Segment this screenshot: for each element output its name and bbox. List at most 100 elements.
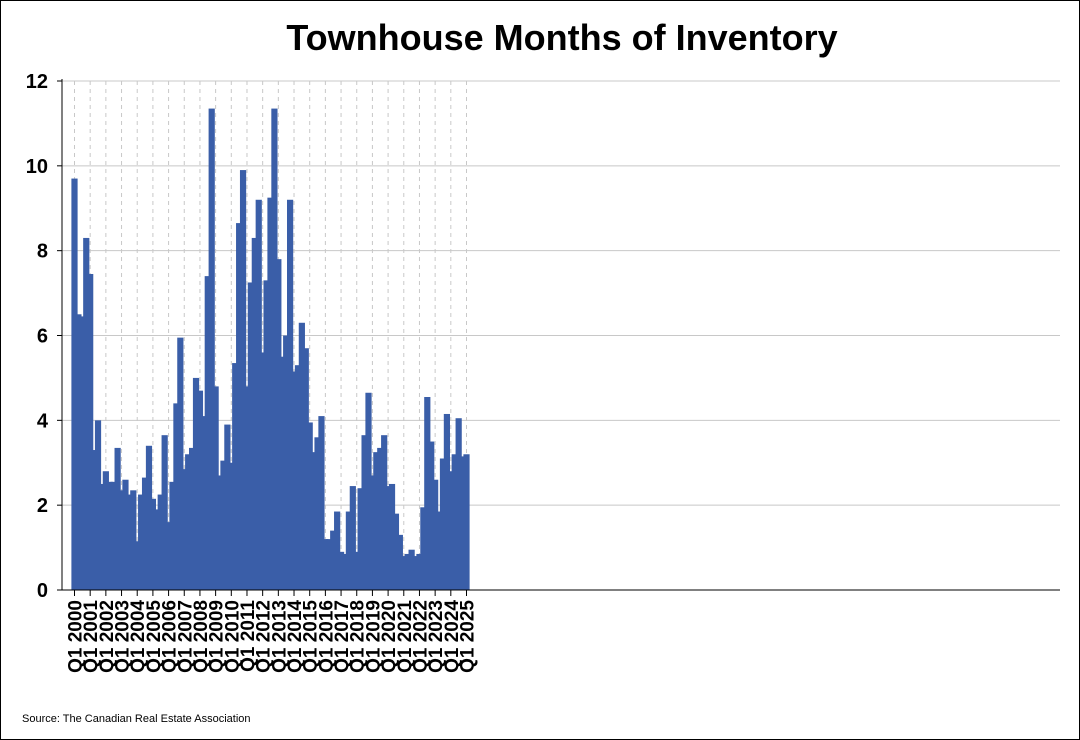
x-tick-label: Q1 2018 <box>348 600 369 673</box>
bar <box>247 282 254 590</box>
bar <box>236 223 243 591</box>
chart-title: Townhouse Months of Inventory <box>286 17 837 58</box>
bar <box>365 392 372 590</box>
bar <box>294 365 302 590</box>
bar <box>408 549 415 590</box>
bar <box>345 511 352 590</box>
bar <box>439 458 447 590</box>
bar <box>279 356 286 590</box>
bar <box>428 441 435 590</box>
x-tick-label: Q1 2000 <box>66 600 87 673</box>
bar <box>459 456 466 590</box>
bar <box>377 447 384 590</box>
bar <box>298 322 305 590</box>
bar <box>267 197 274 591</box>
bar <box>98 483 106 590</box>
x-tick-label: Q1 2001 <box>81 600 102 673</box>
bar <box>369 475 376 590</box>
bar <box>145 445 153 590</box>
bar <box>122 479 129 590</box>
y-tick-label: 4 <box>37 410 49 432</box>
bar <box>432 479 439 590</box>
bar <box>287 199 294 590</box>
bar <box>189 447 196 590</box>
bar <box>75 314 82 590</box>
bar <box>424 397 431 590</box>
bar <box>134 541 141 590</box>
bar <box>255 199 262 590</box>
x-tick-label: Q1 2002 <box>97 600 118 673</box>
x-tick-label: Q1 2007 <box>175 600 196 673</box>
bar <box>326 539 333 590</box>
bar <box>173 403 180 590</box>
bar <box>275 259 282 590</box>
bar <box>322 539 329 590</box>
bars <box>71 108 470 591</box>
axes <box>57 79 1060 596</box>
x-tick-label: Q1 2022 <box>410 600 431 673</box>
bar <box>373 452 380 590</box>
bar <box>192 377 200 590</box>
bar <box>196 390 204 590</box>
bar <box>87 273 94 590</box>
bar <box>392 513 400 590</box>
bar <box>161 435 168 590</box>
bar <box>290 371 298 590</box>
bar <box>157 494 164 590</box>
x-tick-label: Q1 2014 <box>285 600 306 673</box>
bar <box>71 178 78 590</box>
bar <box>165 522 172 590</box>
bar <box>94 420 102 590</box>
bar <box>200 416 207 590</box>
bar <box>447 471 454 590</box>
bar <box>381 435 388 590</box>
y-tick-label: 6 <box>37 326 48 348</box>
y-tick-label: 2 <box>37 495 48 517</box>
bar <box>102 471 109 590</box>
bar <box>306 422 313 590</box>
bar <box>341 553 349 590</box>
x-tick-label: Q1 2012 <box>254 600 275 673</box>
bar <box>463 454 470 590</box>
bar <box>216 475 223 590</box>
x-tick-label: Q1 2016 <box>316 600 337 673</box>
x-tick-label: Q1 2005 <box>144 600 165 673</box>
x-tick-label: Q1 2025 <box>458 600 479 673</box>
bar <box>169 481 176 590</box>
bar <box>412 556 419 590</box>
bar <box>181 469 188 590</box>
bar <box>416 553 423 590</box>
bar <box>443 413 450 590</box>
x-tick-label: Q1 2021 <box>395 600 416 673</box>
bar <box>385 486 392 590</box>
bar <box>349 486 356 590</box>
bar <box>110 481 117 590</box>
x-tick-label: Q1 2019 <box>363 600 384 673</box>
bar <box>353 551 360 590</box>
bar <box>212 386 219 590</box>
bar <box>396 534 403 590</box>
bar <box>357 488 364 590</box>
bar <box>337 551 345 590</box>
bar <box>334 511 341 590</box>
x-tick-label: Q1 2004 <box>128 600 149 673</box>
bar <box>435 511 443 590</box>
bar <box>243 386 251 590</box>
bar <box>118 490 125 590</box>
bar <box>251 237 258 591</box>
bar <box>91 450 98 590</box>
bar <box>404 553 411 590</box>
bar <box>263 280 270 590</box>
x-tick-label: Q1 2023 <box>426 600 447 673</box>
x-tick-label: Q1 2015 <box>301 600 322 673</box>
bar <box>153 509 160 590</box>
x-tick-label: Q1 2020 <box>379 600 400 673</box>
x-tick-label: Q1 2010 <box>222 600 243 673</box>
bar <box>224 424 231 590</box>
x-tick-label: Q1 2013 <box>269 600 290 673</box>
x-tick-label: Q1 2017 <box>332 600 353 673</box>
x-tick-label: Q1 2003 <box>113 600 134 673</box>
y-tick-label: 12 <box>26 71 48 93</box>
bar <box>455 418 462 590</box>
bar <box>228 462 235 590</box>
